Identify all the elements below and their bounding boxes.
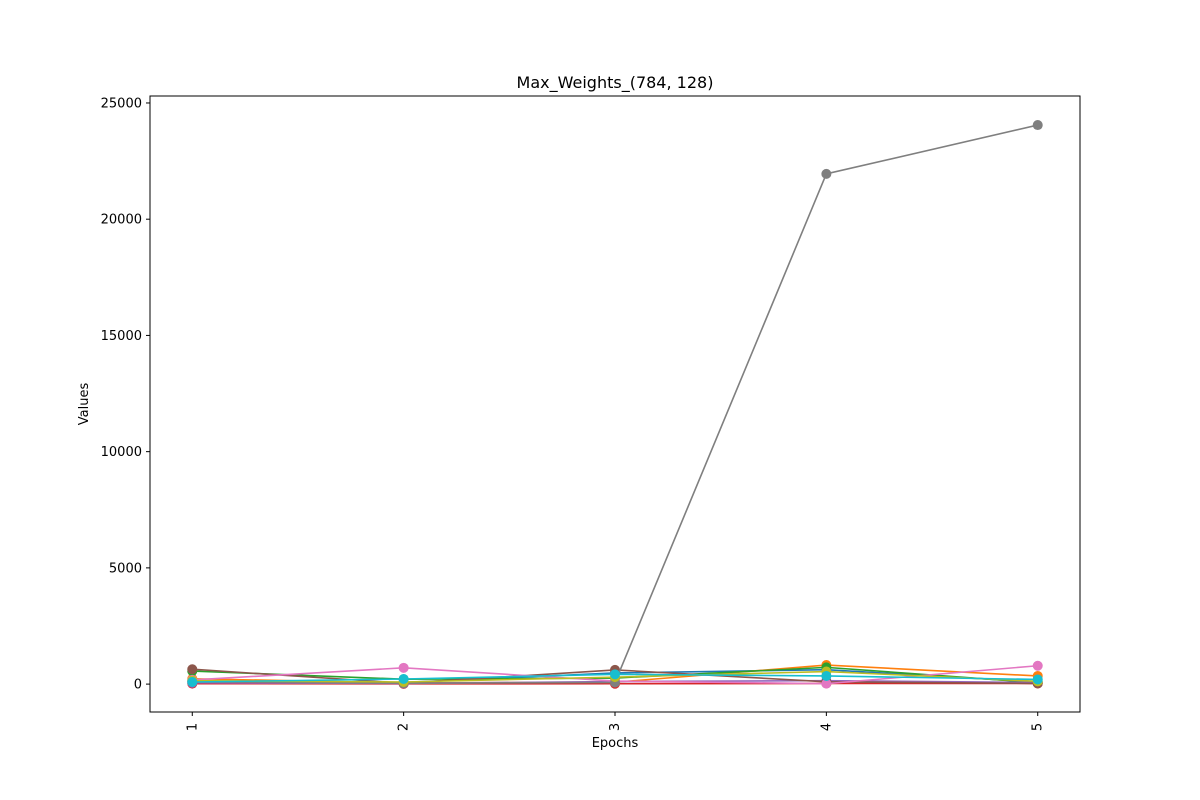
x-tick-label: 3 (608, 723, 623, 731)
series-8 (187, 120, 1043, 689)
data-point (1032, 660, 1043, 671)
data-point (821, 678, 832, 689)
data-point (821, 168, 832, 179)
chart-title: Max_Weights_(784, 128) (517, 73, 714, 93)
y-tick-label: 20000 (101, 213, 142, 228)
y-tick-label: 5000 (109, 561, 142, 576)
data-point (1032, 674, 1043, 685)
y-tick-label: 10000 (101, 445, 142, 460)
x-tick-label: 4 (819, 723, 834, 731)
y-tick-label: 25000 (101, 96, 142, 111)
series-line (192, 124, 1038, 684)
y-tick-label: 15000 (101, 329, 142, 344)
data-point (187, 677, 198, 688)
x-tick-label: 5 (1031, 723, 1046, 731)
y-tick-label: 0 (134, 678, 142, 693)
data-point (398, 673, 409, 684)
data-point (610, 669, 620, 680)
y-axis-label: Values (77, 383, 92, 426)
data-point (821, 670, 832, 681)
x-axis: 1 2 3 4 5 (185, 712, 1046, 731)
x-axis-label: Epochs (592, 736, 639, 751)
data-point (187, 664, 198, 675)
y-axis: 0 5000 10000 15000 20000 25000 (101, 96, 150, 693)
x-tick-label: 2 (397, 723, 412, 731)
plot-frame (149, 95, 1081, 713)
data-point (398, 662, 409, 673)
x-tick-label: 1 (185, 723, 200, 731)
series-10 (187, 669, 1043, 688)
series-layer (187, 120, 1043, 689)
data-point (1032, 120, 1043, 131)
